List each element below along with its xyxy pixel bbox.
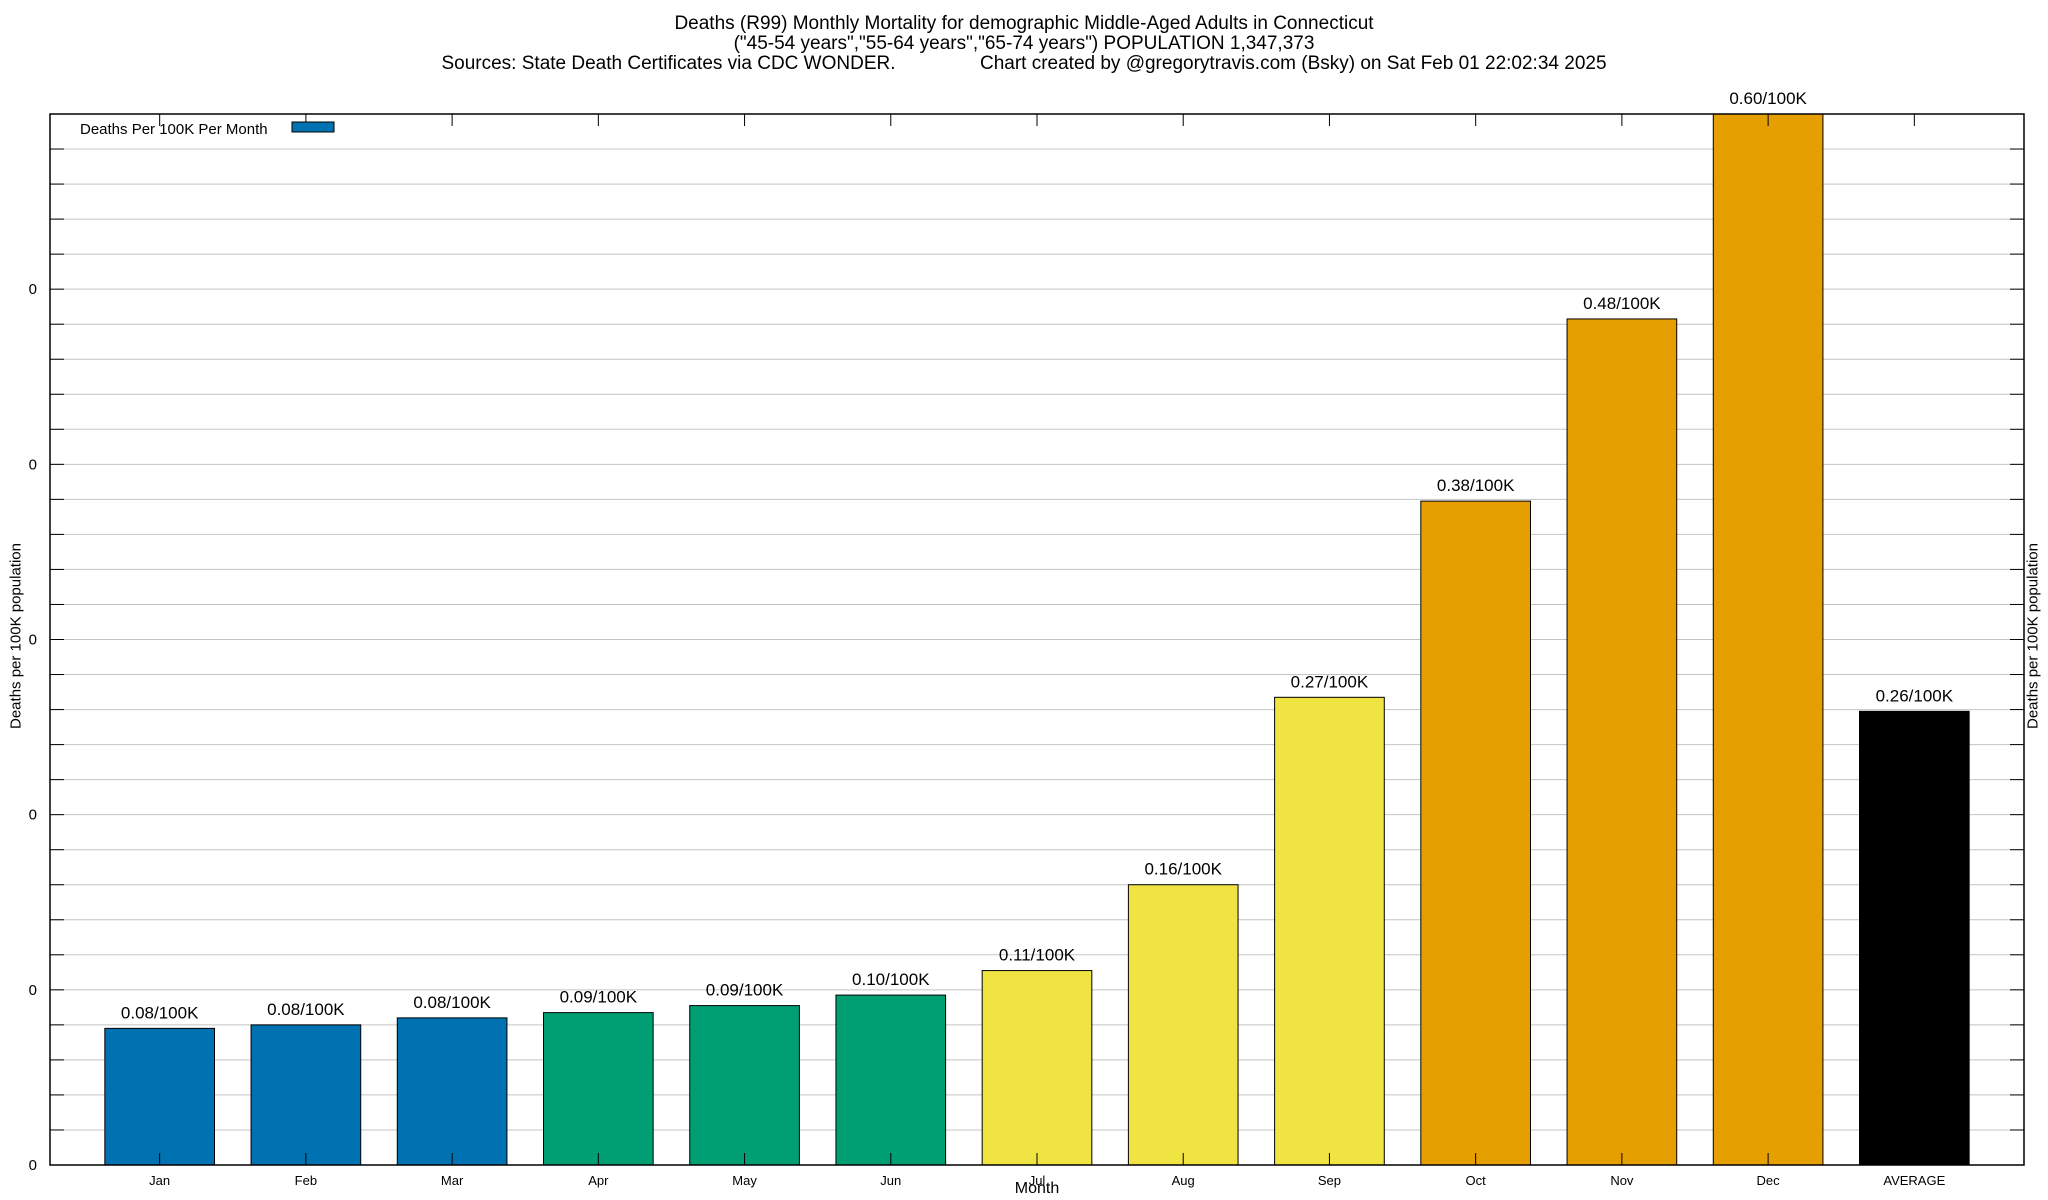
y-axis-label-left: Deaths per 100K population bbox=[7, 543, 25, 729]
bar-average bbox=[1859, 710, 1970, 1166]
chart-subtitle: ("45-54 years","55-64 years","65-74 year… bbox=[733, 33, 1315, 54]
data-label: 0.26/100K bbox=[1876, 686, 1954, 705]
bar-jun bbox=[835, 994, 947, 1166]
x-tick-label: Mar bbox=[441, 1173, 464, 1188]
data-label: 0.38/100K bbox=[1437, 476, 1515, 495]
legend: Deaths Per 100K Per Month bbox=[80, 121, 335, 138]
y-tick-label: 0 bbox=[29, 281, 37, 298]
x-tick-label: AVERAGE bbox=[1883, 1173, 1945, 1188]
bar-may bbox=[689, 1005, 800, 1166]
data-label: 0.09/100K bbox=[560, 988, 638, 1007]
bar-sep bbox=[1274, 696, 1385, 1166]
y-tick-label: 0 bbox=[29, 982, 37, 999]
data-label: 0.08/100K bbox=[413, 993, 491, 1012]
bar-oct bbox=[1420, 500, 1532, 1166]
bar-apr bbox=[543, 1012, 654, 1166]
legend-swatch bbox=[291, 121, 335, 133]
x-tick-label: Jul bbox=[1029, 1173, 1046, 1188]
data-label: 0.08/100K bbox=[267, 1000, 345, 1019]
data-label: 0.09/100K bbox=[706, 981, 784, 1000]
bar-jul bbox=[981, 970, 1093, 1166]
x-tick-label: Sep bbox=[1318, 1173, 1341, 1188]
x-tick-label: Aug bbox=[1172, 1173, 1195, 1188]
data-label: 0.11/100K bbox=[999, 946, 1076, 965]
y-axis-label-right: Deaths per 100K population bbox=[2024, 543, 2042, 729]
x-tick-label: Jan bbox=[149, 1173, 170, 1188]
x-tick-label: Apr bbox=[588, 1173, 609, 1188]
y-tick-label: 0 bbox=[29, 1157, 37, 1174]
x-tick-label: Jun bbox=[880, 1173, 901, 1188]
data-label: 0.48/100K bbox=[1583, 294, 1661, 313]
y-tick-label: 0 bbox=[29, 632, 37, 649]
y-tick-label: 0 bbox=[29, 807, 37, 824]
bar-mar bbox=[396, 1017, 508, 1166]
bars: 0.08/100K 0.08/100K 0.08/100K 0.09/100K 0.09… bbox=[104, 89, 1970, 1166]
chart-title: Deaths (R99) Monthly Mortality for demog… bbox=[674, 13, 1374, 34]
y-tick-label: 0 bbox=[29, 456, 37, 473]
x-tick-label: May bbox=[732, 1173, 757, 1188]
bar-aug bbox=[1127, 884, 1239, 1166]
bar-dec bbox=[1712, 113, 1824, 1166]
plot-frame bbox=[49, 113, 2025, 1166]
x-tick-label: Nov bbox=[1610, 1173, 1634, 1188]
x-tick-label: Feb bbox=[295, 1173, 317, 1188]
data-label: 0.27/100K bbox=[1291, 672, 1369, 691]
x-tick-label: Oct bbox=[1466, 1173, 1487, 1188]
bar-nov bbox=[1566, 318, 1678, 1166]
chart-source-line: Sources: State Death Certificates via CD… bbox=[441, 53, 1607, 74]
chart-title-block: Deaths (R99) Monthly Mortality for demog… bbox=[0, 14, 2048, 74]
x-tick-label: Dec bbox=[1757, 1173, 1781, 1188]
axis-ticks: 0 0 0 0 0 0 Jan Feb Mar Apr May Jun Jul Aug Sep Oct Nov D… bbox=[29, 114, 2024, 1188]
data-label: 0.10/100K bbox=[852, 970, 930, 989]
data-label: 0.60/100K bbox=[1729, 89, 1807, 108]
bar-feb bbox=[250, 1024, 362, 1166]
x-axis-label: Month bbox=[1015, 1180, 1059, 1197]
legend-label: Deaths Per 100K Per Month bbox=[80, 121, 268, 138]
bar-jan bbox=[104, 1027, 215, 1166]
data-label: 0.08/100K bbox=[121, 1003, 199, 1022]
data-label: 0.16/100K bbox=[1144, 860, 1222, 879]
